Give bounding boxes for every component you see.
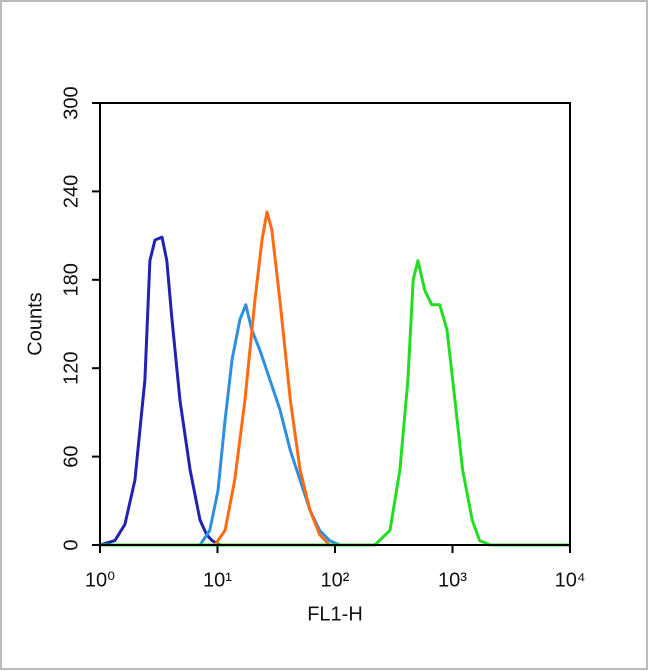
x-tick-label: 10³ bbox=[438, 569, 467, 591]
y-tick-label: 0 bbox=[60, 539, 82, 550]
y-tick-label: 300 bbox=[60, 86, 82, 119]
x-tick-label: 10¹ bbox=[203, 569, 232, 591]
x-tick-label: 10² bbox=[321, 569, 350, 591]
series-line bbox=[100, 259, 570, 547]
plot-area bbox=[99, 210, 570, 547]
y-tick-label: 180 bbox=[60, 263, 82, 296]
x-axis-label: FL1-H bbox=[307, 603, 363, 625]
y-axis-label: Counts bbox=[24, 292, 46, 355]
series-line bbox=[99, 235, 221, 547]
y-tick-label: 120 bbox=[60, 352, 82, 385]
x-tick-label: 10⁴ bbox=[555, 569, 586, 591]
y-tick-label: 60 bbox=[60, 445, 82, 467]
series-line bbox=[213, 210, 331, 547]
x-tick-label: 10⁰ bbox=[85, 569, 115, 591]
y-tick-label: 240 bbox=[60, 175, 82, 208]
